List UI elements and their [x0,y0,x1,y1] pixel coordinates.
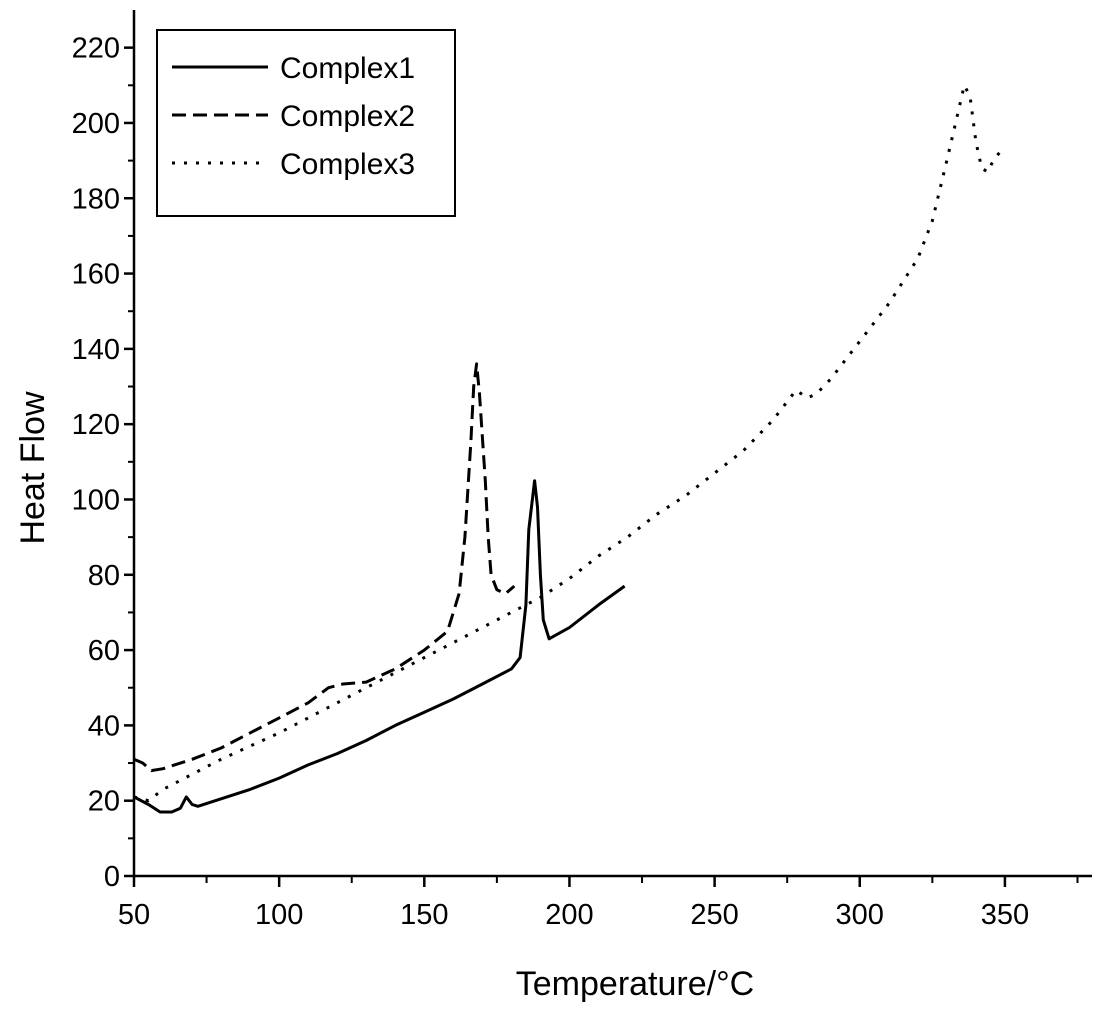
x-tick-label: 250 [690,899,738,931]
x-tick-label: 350 [981,899,1029,931]
y-tick-label: 0 [104,861,120,893]
y-tick-label: 40 [88,710,120,742]
y-tick-label: 80 [88,560,120,592]
y-tick-label: 140 [72,334,120,366]
x-tick-label: 200 [545,899,593,931]
y-tick-label: 160 [72,259,120,291]
x-tick-label: 150 [400,899,448,931]
y-tick-label: 60 [88,635,120,667]
series-line-complex2 [134,364,514,771]
y-tick-label: 220 [72,33,120,65]
y-tick-label: 20 [88,786,120,818]
series-line-complex1 [134,481,625,812]
y-axis-ticks: 0 20 40 60 80 100 120 140 160 180 200 220 [72,33,134,893]
y-tick-label: 180 [72,183,120,215]
x-tick-label: 300 [836,899,884,931]
legend-label-complex1: Complex1 [280,52,415,85]
y-axis-title: Heat Flow [14,391,52,544]
legend-label-complex3: Complex3 [280,148,415,181]
x-axis-title: Temperature/°C [516,965,754,1003]
y-tick-label: 200 [72,108,120,140]
legend-label-complex2: Complex2 [280,100,415,133]
y-tick-label: 100 [72,484,120,516]
y-tick-label: 120 [72,409,120,441]
x-tick-label: 100 [255,899,303,931]
x-axis-ticks: 50 100 150 200 250 300 350 [118,876,1078,931]
x-tick-label: 50 [118,899,150,931]
legend: Complex1 Complex2 Complex3 [157,30,455,216]
